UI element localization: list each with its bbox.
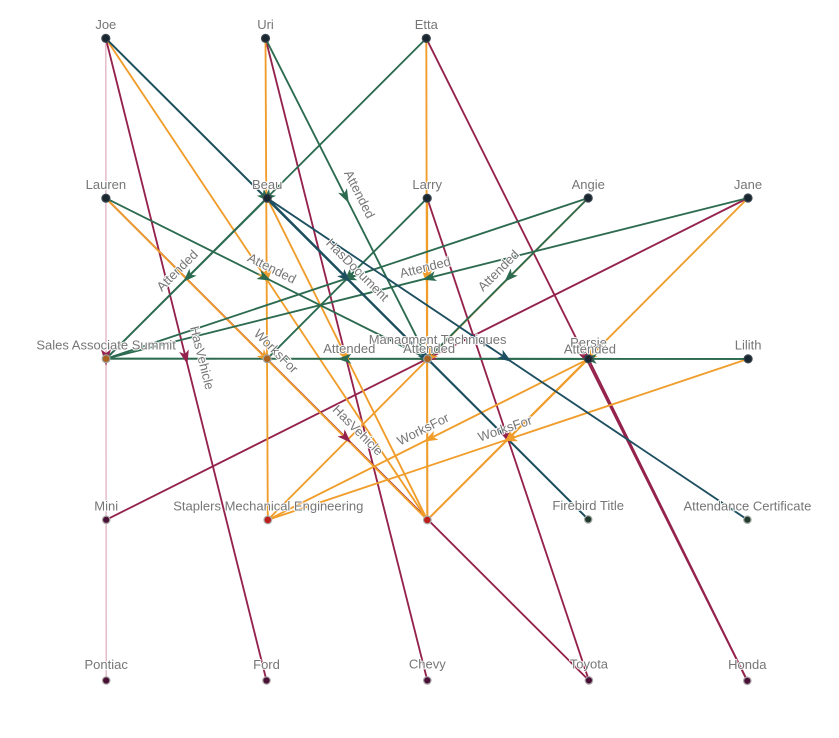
svg-text:Attended: Attended — [403, 341, 455, 356]
svg-text:Attended: Attended — [564, 341, 616, 356]
svg-text:Ford: Ford — [253, 657, 280, 672]
svg-text:Larry: Larry — [412, 177, 442, 192]
svg-text:Beau: Beau — [252, 177, 282, 192]
svg-text:Chevy: Chevy — [409, 657, 446, 672]
svg-text:Etta: Etta — [415, 17, 439, 32]
svg-text:Joe: Joe — [95, 17, 116, 32]
svg-text:Attended: Attended — [323, 341, 375, 356]
svg-text:Lilith: Lilith — [735, 338, 762, 353]
svg-text:Lauren: Lauren — [86, 177, 126, 192]
svg-text:Staplers Mechanical Engineerin: Staplers Mechanical Engineering — [173, 499, 363, 514]
svg-text:Uri: Uri — [257, 17, 274, 32]
svg-text:Sales Associate Summit: Sales Associate Summit — [36, 338, 176, 353]
svg-text:Attendance Certificate: Attendance Certificate — [683, 499, 811, 514]
svg-text:Firebird Title: Firebird Title — [552, 498, 624, 513]
svg-text:Jane: Jane — [734, 177, 762, 192]
svg-text:Honda: Honda — [728, 657, 767, 672]
svg-text:Pontiac: Pontiac — [85, 657, 129, 672]
svg-text:Toyota: Toyota — [570, 657, 609, 672]
svg-text:Angie: Angie — [572, 177, 605, 192]
svg-text:Mini: Mini — [94, 499, 118, 514]
